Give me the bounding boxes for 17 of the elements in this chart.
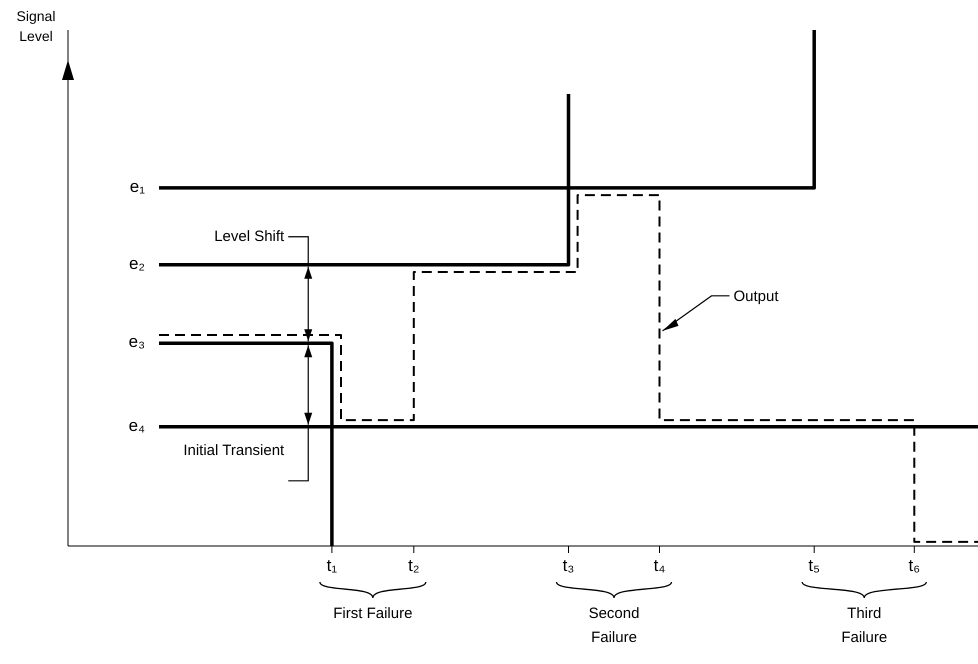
annotation: e₃	[128, 332, 145, 352]
x-tick-label: t₅	[808, 556, 820, 576]
annotation: Output	[734, 288, 780, 305]
x-tick-label: t₃	[562, 556, 574, 576]
x-tick-label: t₄	[654, 556, 666, 576]
annotation: Initial Transient	[182, 440, 284, 461]
text: First Failure	[332, 604, 413, 624]
annotation: e₁	[130, 176, 146, 196]
y-axis-title: Signal Level	[16, 7, 56, 46]
text: Second Failure	[588, 604, 640, 648]
annotation: e₄	[128, 416, 146, 435]
annotation: e₂	[128, 254, 145, 273]
x-tick-label: t₆	[908, 556, 920, 576]
x-tick-label: t₂	[408, 556, 420, 576]
annotation: Level Shift	[213, 226, 284, 247]
text: Third Failure	[840, 604, 888, 648]
x-tick-label: t₁	[326, 556, 338, 576]
